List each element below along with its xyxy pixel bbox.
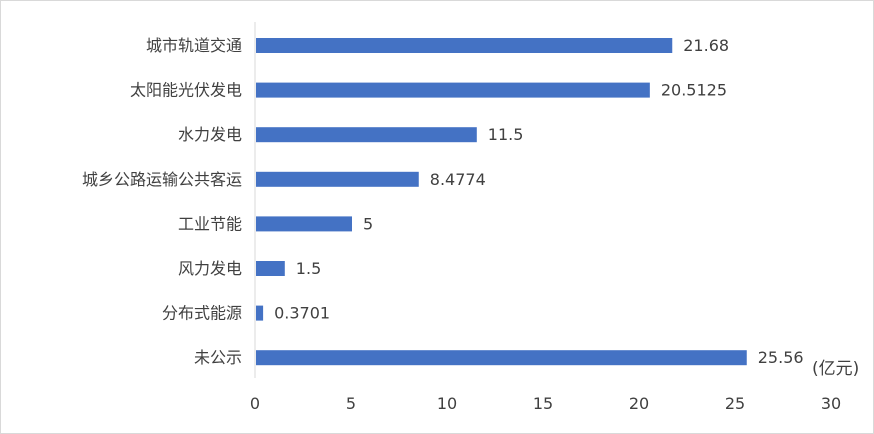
x-tick-label: 5 (346, 394, 356, 413)
unit-label: (亿元) (812, 359, 859, 379)
category-label: 分布式能源 (162, 304, 242, 323)
bar (256, 305, 264, 321)
category-label: 太阳能光伏发电 (130, 81, 242, 100)
bar (256, 82, 650, 98)
bar (256, 171, 419, 187)
bar (256, 350, 747, 366)
category-label: 工业节能 (178, 214, 242, 233)
data-label: 21.68 (683, 36, 729, 55)
category-label: 城乡公路运输公共客运 (82, 170, 242, 189)
data-label: 25.56 (758, 348, 804, 367)
bar (256, 261, 285, 276)
bar (256, 216, 352, 232)
category-label: 未公示 (194, 348, 242, 367)
category-label: 水力发电 (178, 125, 242, 144)
data-label: 20.5125 (661, 81, 727, 100)
x-tick-label: 0 (250, 394, 260, 413)
data-label: 1.5 (296, 259, 321, 278)
category-label: 风力发电 (178, 259, 242, 278)
x-tick-label: 30 (821, 394, 841, 413)
data-label: 11.5 (488, 125, 524, 144)
x-tick-label: 20 (629, 394, 649, 413)
bar (256, 38, 673, 53)
data-label: 0.3701 (274, 304, 330, 323)
x-tick-label: 15 (533, 394, 553, 413)
x-tick-label: 10 (437, 394, 457, 413)
category-label: 城市轨道交通 (146, 36, 242, 55)
x-tick-label: 25 (725, 394, 745, 413)
bar (256, 127, 477, 143)
data-label: 5 (363, 214, 373, 233)
data-label: 8.4774 (430, 170, 486, 189)
